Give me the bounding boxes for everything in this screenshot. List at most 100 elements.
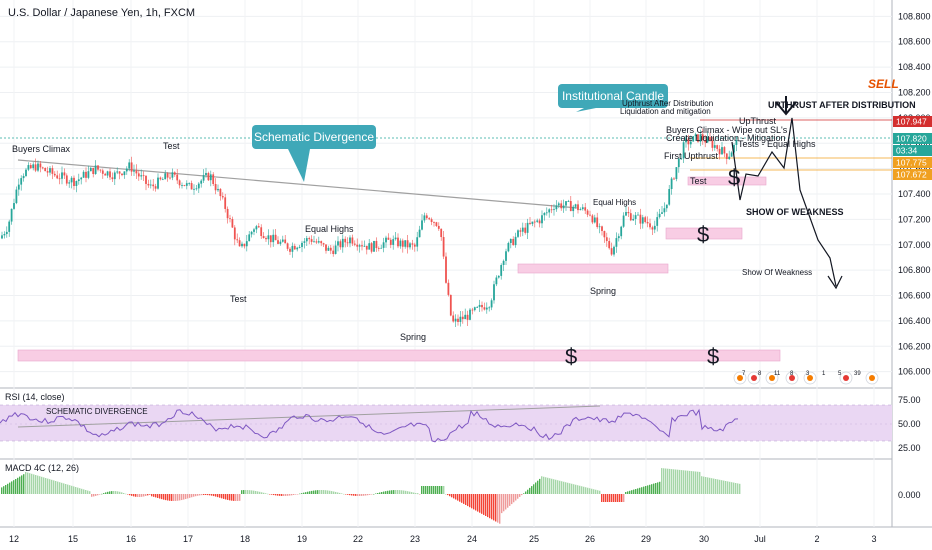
macd-bar <box>427 486 429 494</box>
candle-body <box>233 227 236 240</box>
macd-bar <box>31 473 33 494</box>
macd-bar <box>575 484 577 494</box>
macd-bar <box>103 493 105 494</box>
macd-bar <box>265 493 267 494</box>
macd-bar <box>363 494 365 496</box>
macd-bar <box>691 471 693 494</box>
candle-body <box>145 175 147 184</box>
macd-bar <box>49 479 51 494</box>
macd-bar <box>385 491 387 494</box>
candle-body <box>34 164 37 171</box>
event-badge-icon <box>803 371 817 385</box>
candle-body <box>548 209 551 213</box>
macd-bar <box>407 491 409 494</box>
macd-bar <box>735 483 737 494</box>
macd-bar <box>495 494 497 522</box>
candle-body <box>653 225 656 230</box>
price-axis[interactable]: 108.800108.600108.400108.200108.000107.8… <box>898 11 931 376</box>
candle-body <box>682 142 685 159</box>
candle-body <box>413 244 416 247</box>
candle-body <box>394 237 397 240</box>
macd-bar <box>283 494 285 496</box>
macd-bar <box>143 494 145 497</box>
macd-bar <box>661 468 663 494</box>
macd-bar <box>513 494 515 503</box>
event-badge-icon <box>765 371 779 385</box>
macd-bar <box>655 483 657 494</box>
candle-body <box>87 171 90 178</box>
price-tag-text: 107.820 <box>896 134 927 144</box>
macd-bar <box>521 494 523 496</box>
candle-body <box>97 165 99 170</box>
macd-bar <box>135 494 137 497</box>
candle-body <box>699 134 702 142</box>
macd-bar <box>689 470 691 494</box>
macd-bar <box>593 489 595 494</box>
macd-bar <box>469 494 471 508</box>
candle-body <box>382 242 385 248</box>
macd-bar <box>721 480 723 494</box>
label-equal-highs-right: Equal Highs <box>593 198 636 207</box>
macd-bar <box>111 491 113 494</box>
macd-bar <box>243 490 245 494</box>
candle-body <box>584 207 587 211</box>
macd-bar <box>237 494 239 501</box>
macd-bar <box>619 494 621 502</box>
macd-bar <box>653 483 655 494</box>
candle-body <box>411 243 414 245</box>
candle-body <box>94 165 97 175</box>
rsi-tick-50: 50.00 <box>898 419 921 429</box>
macd-bar <box>347 494 349 495</box>
macd-bar <box>601 494 603 502</box>
candle-body <box>293 245 296 250</box>
macd-bar <box>449 494 451 497</box>
candle-body <box>137 173 140 177</box>
time-tick-label: Jul <box>754 534 766 544</box>
candle-body <box>560 203 563 209</box>
candle-body <box>725 153 728 159</box>
macd-bar <box>419 494 421 495</box>
candle-body <box>25 169 27 176</box>
macd-bar <box>589 488 591 494</box>
candle-body <box>361 245 363 247</box>
candle-body <box>257 226 260 228</box>
macd-bar <box>647 485 649 494</box>
time-axis[interactable]: 12 15 16 17 18 19 22 23 24 25 26 29 30 Jul 2 3 <box>9 534 877 544</box>
candle-body <box>356 244 359 247</box>
candle-body <box>471 309 474 311</box>
macd-bar <box>279 494 281 496</box>
candle-body <box>238 240 241 247</box>
candle-body <box>20 178 23 185</box>
event-badge-count: 39 <box>854 371 861 377</box>
candle-body <box>183 185 186 186</box>
macd-bar <box>139 494 141 497</box>
candle-body <box>1 235 3 239</box>
price-tick-label: 106.800 <box>898 265 931 275</box>
macd-bar <box>577 485 579 494</box>
candle-body <box>13 203 15 209</box>
candle-body <box>692 136 695 142</box>
event-badges[interactable]: 7 8 11 8 3 1 5 39 <box>733 371 879 385</box>
macd-bar <box>637 488 639 494</box>
macd-bar <box>39 476 41 494</box>
candle-body <box>610 248 613 255</box>
macd-bar <box>241 490 243 494</box>
candle-body <box>123 171 126 176</box>
candle-body <box>641 217 644 224</box>
candle-body <box>634 215 637 219</box>
macd-bar <box>29 473 31 494</box>
candle-body <box>159 177 162 180</box>
candle-body <box>689 141 692 145</box>
candle-body <box>341 238 344 248</box>
macd-bar <box>397 490 399 494</box>
macd-bar <box>327 490 329 494</box>
candle-body <box>565 201 567 206</box>
macd-bar <box>685 470 687 494</box>
label-equal-highs-mid: Equal Highs <box>305 224 354 234</box>
candle-body <box>365 245 368 250</box>
candle-body <box>243 243 246 247</box>
macd-bar <box>129 494 131 496</box>
callout-schematic-divergence: Schematic Divergence <box>252 125 376 182</box>
candle-body <box>289 248 291 252</box>
